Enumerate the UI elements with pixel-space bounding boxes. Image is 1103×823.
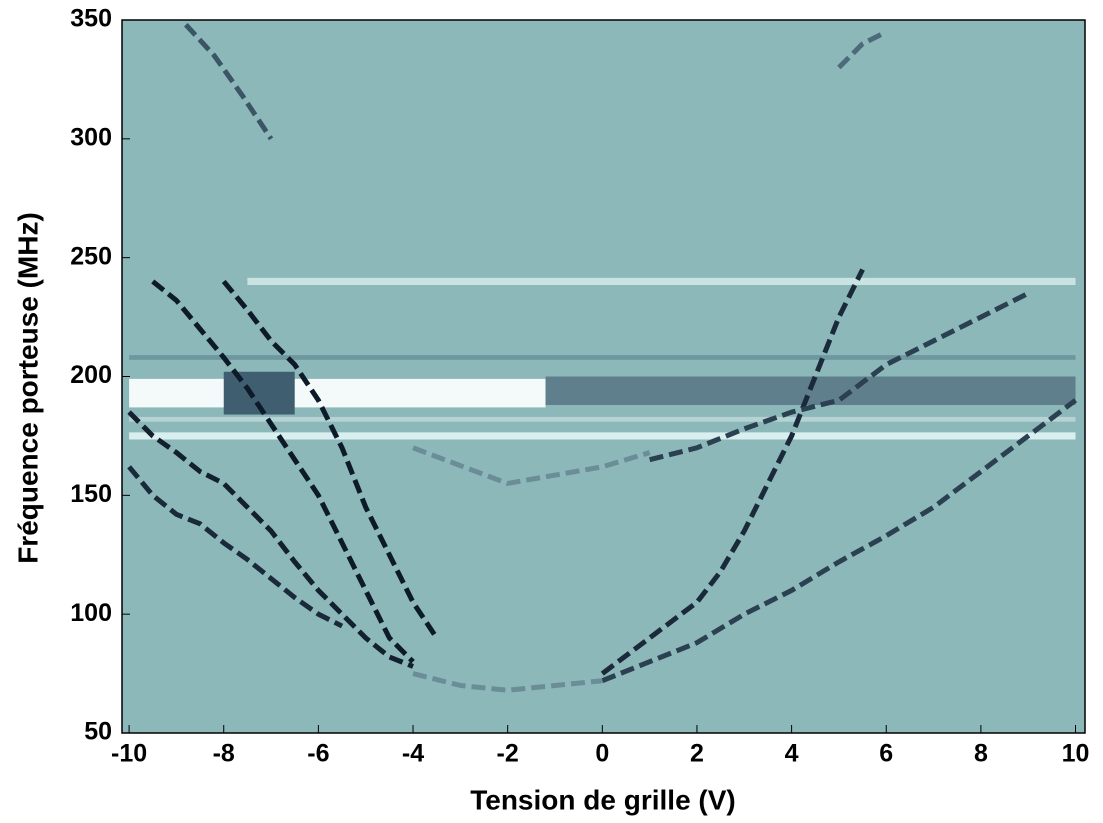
x-tick-label: 0	[595, 740, 609, 768]
trace	[649, 291, 1030, 463]
trace	[601, 398, 1078, 684]
y-tick-label: 50	[84, 718, 112, 746]
band	[247, 277, 1076, 285]
y-axis-label: Fréquence porteuse (MHz)	[12, 212, 43, 564]
trace	[412, 445, 651, 487]
band	[129, 378, 546, 408]
trace	[412, 671, 603, 693]
x-tick-label: -8	[213, 740, 235, 768]
x-tick-label: 4	[785, 740, 799, 768]
trace	[127, 410, 414, 669]
trace	[221, 279, 439, 640]
x-tick-label: 6	[879, 740, 893, 768]
y-tick-label: 200	[70, 361, 112, 389]
trace	[151, 279, 415, 664]
x-tick-label: 2	[690, 740, 704, 768]
x-axis-label: Tension de grille (V)	[470, 784, 736, 815]
band	[129, 355, 1076, 360]
x-tick-label: -6	[307, 740, 329, 768]
x-tick-label: 8	[974, 740, 988, 768]
y-tick-label: 250	[70, 242, 112, 270]
trace	[184, 23, 274, 141]
y-tick-label: 100	[70, 599, 112, 627]
y-tick-label: 350	[70, 5, 112, 33]
y-tick-label: 300	[70, 123, 112, 151]
band	[129, 432, 1076, 440]
x-tick-label: -4	[402, 740, 424, 768]
band	[129, 416, 1076, 422]
trace	[837, 29, 888, 70]
x-tick-label: 10	[1062, 740, 1090, 768]
band	[545, 376, 1076, 406]
trace	[127, 465, 344, 629]
trace	[600, 268, 865, 676]
x-tick-label: -10	[111, 740, 147, 768]
y-tick-label: 150	[70, 480, 112, 508]
x-tick-label: -2	[497, 740, 519, 768]
